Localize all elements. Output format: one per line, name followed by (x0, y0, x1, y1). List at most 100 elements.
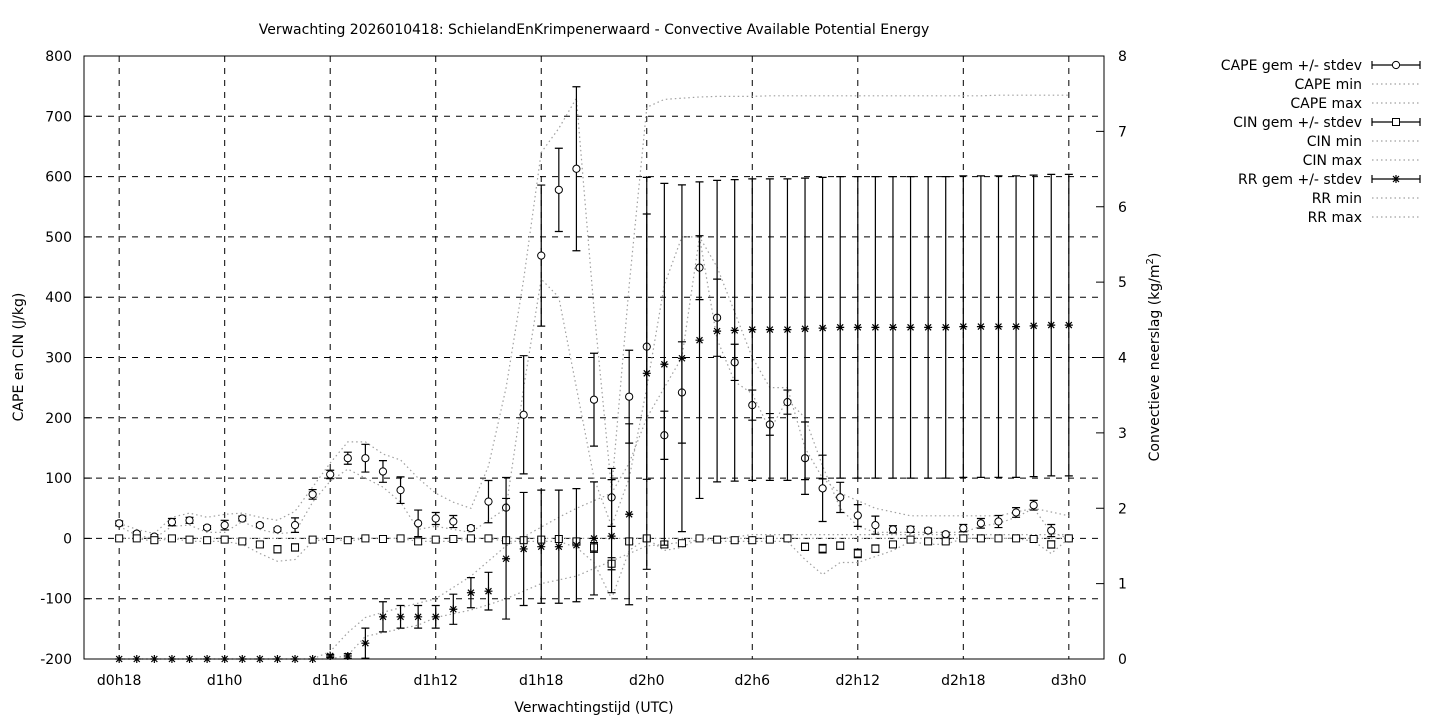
y-tick-label: 700 (45, 109, 72, 125)
y-tick-label: 200 (45, 411, 72, 427)
data-point (132, 534, 141, 543)
y-tick-label: 100 (45, 471, 72, 487)
data-point (537, 251, 546, 260)
data-point (1011, 508, 1021, 517)
data-point (765, 535, 774, 544)
data-point (502, 554, 511, 563)
data-point (994, 517, 1003, 526)
data-point (449, 605, 458, 614)
y2-tick-label: 8 (1118, 49, 1127, 65)
data-point (238, 537, 247, 546)
data-point (1029, 535, 1038, 544)
data-point (713, 327, 722, 336)
y-tick-label: 600 (45, 170, 72, 186)
data-point (1029, 321, 1038, 330)
data-point (326, 470, 335, 479)
data-point (396, 486, 405, 495)
data-point (203, 536, 212, 545)
data-point (326, 651, 335, 660)
data-point (589, 395, 599, 404)
y2-tick-label: 5 (1118, 275, 1127, 291)
data-point (185, 535, 194, 544)
data-point (871, 521, 880, 530)
data-point (115, 534, 124, 543)
data-point (220, 535, 229, 544)
data-point (1064, 534, 1073, 543)
data-point (853, 549, 862, 558)
data-point (238, 514, 247, 523)
data-point (959, 524, 968, 533)
legend-label: CAPE min (1295, 77, 1363, 93)
data-point (1064, 321, 1073, 330)
data-point (801, 542, 810, 551)
legend: CAPE gem +/- stdev CAPE min CAPE max CIN ge… (1221, 58, 1421, 226)
data-point (924, 526, 933, 535)
data-point (431, 514, 440, 523)
data-point (976, 519, 985, 528)
data-point (554, 542, 563, 551)
data-point (484, 587, 493, 596)
data-point (783, 325, 792, 334)
data-point (871, 323, 880, 332)
data-point (818, 324, 827, 333)
data-point (1047, 321, 1056, 330)
y-tick-label: -200 (40, 652, 72, 668)
data-point (625, 510, 634, 519)
data-point (941, 537, 950, 546)
legend-label: CAPE gem +/- stdev (1221, 58, 1362, 74)
data-point (853, 323, 862, 332)
chart-title: Verwachting 2026010418: SchielandEnKrimp… (259, 22, 930, 38)
x-tick-label: d1h12 (413, 673, 457, 689)
data-point (361, 534, 370, 543)
data-point (572, 541, 581, 550)
data-point (765, 325, 774, 334)
data-point (519, 544, 528, 553)
data-point (836, 323, 845, 332)
x-tick-label: d1h0 (207, 673, 243, 689)
data-point (431, 612, 440, 621)
data-point (378, 612, 387, 621)
data-point (906, 525, 915, 534)
data-point (273, 545, 282, 554)
data-point (695, 534, 704, 543)
x-tick-label: d1h18 (519, 673, 563, 689)
data-point (888, 323, 897, 332)
data-point (1029, 501, 1038, 510)
series-line-cape-min (118, 236, 1069, 540)
data-point (537, 542, 546, 551)
x-tick-label: d2h6 (734, 673, 770, 689)
axes: -200 -100 0 100 200 300 400 500 600 700 800 0 1 2 3 4 5 6… (40, 49, 1127, 689)
data-point (976, 322, 985, 331)
data-point (607, 532, 616, 541)
data-point (466, 588, 475, 597)
y2-tick-label: 1 (1118, 577, 1127, 593)
data-point (801, 324, 810, 333)
data-point (818, 484, 827, 493)
y2-tick-label: 2 (1118, 501, 1127, 517)
data-point (924, 537, 933, 546)
series-line-cape-max (119, 94, 1069, 535)
x-axis-label: Verwachtingstijd (UTC) (514, 700, 673, 716)
legend-label: CIN max (1303, 153, 1362, 169)
y2-axis-label: Convectieve neerslag (kg/m2) (1145, 253, 1163, 462)
data-point (343, 536, 352, 545)
series-line-rr-max (119, 235, 1069, 660)
data-point (484, 497, 493, 506)
y-tick-label: 500 (45, 230, 72, 246)
data-point (625, 392, 634, 401)
y2-tick-label: 4 (1118, 351, 1127, 367)
data-point (185, 516, 194, 525)
data-point (1012, 534, 1021, 543)
legend-label: RR min (1312, 191, 1362, 207)
data-point (396, 534, 405, 543)
data-point (642, 369, 651, 378)
data-point (941, 530, 950, 539)
x-tick-label: d0h18 (97, 673, 141, 689)
data-point (167, 518, 177, 527)
legend-label: CIN gem +/- stdev (1233, 115, 1362, 131)
y-axis-label: CAPE en CIN (J/kg) (11, 293, 27, 422)
data-point (730, 326, 739, 335)
data-point (203, 523, 212, 532)
data-point (466, 524, 475, 533)
